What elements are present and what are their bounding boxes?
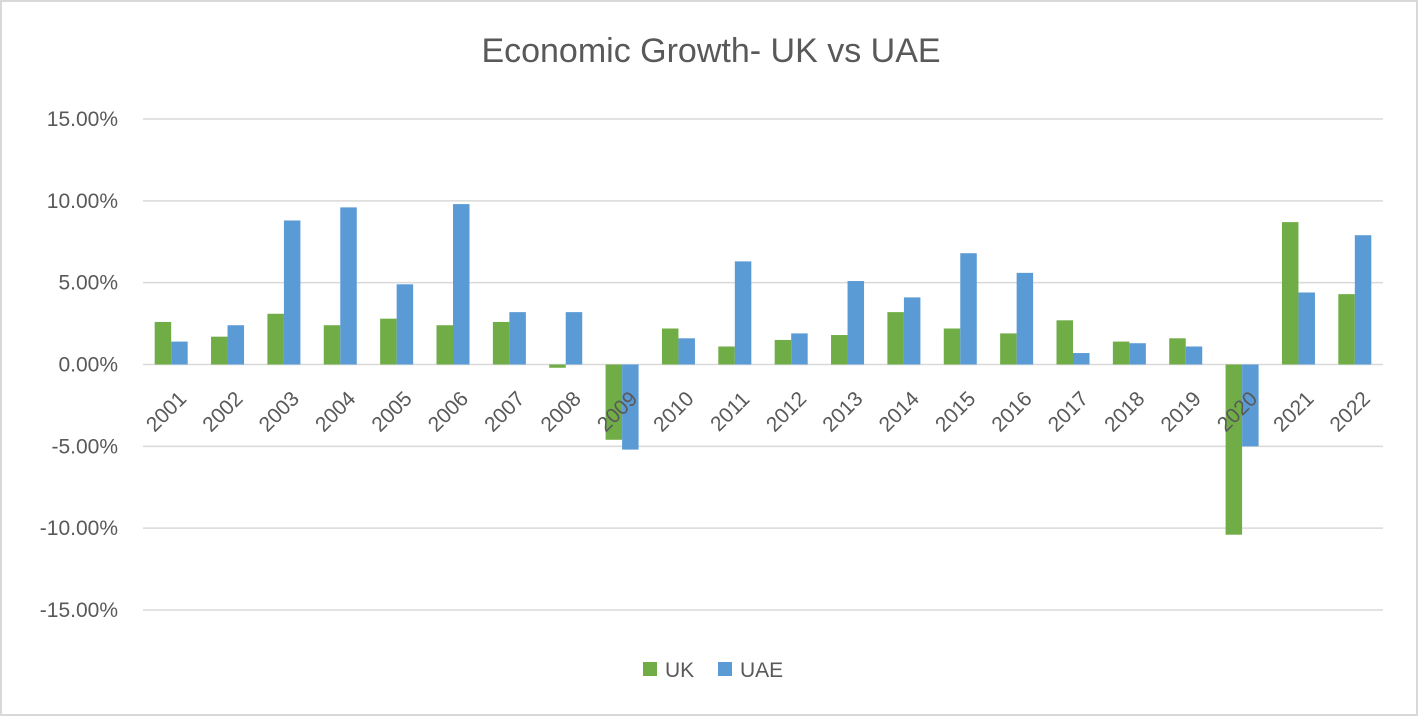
- bar-uae-2005: [396, 284, 414, 365]
- bar-uk-2009: [605, 364, 623, 440]
- bar-uae-2020: [1242, 364, 1259, 447]
- bar-uk-2015: [943, 328, 961, 365]
- legend-swatch-uk: [643, 662, 657, 676]
- bar-uk-2020: [1225, 364, 1243, 535]
- bar-uk-2011: [718, 346, 735, 365]
- y-tick-label: 5.00%: [58, 272, 118, 295]
- bar-uk-2022: [1338, 294, 1355, 365]
- x-tick-label: 2013: [818, 387, 867, 436]
- y-tick-label: -15.00%: [40, 599, 118, 622]
- x-tick-label: 2007: [480, 387, 529, 436]
- legend-label-uae: UAE: [740, 659, 783, 682]
- bar-uae-2015: [960, 253, 977, 365]
- chart-title: Economic Growth- UK vs UAE: [481, 32, 941, 70]
- x-tick-label: 2010: [649, 387, 698, 436]
- bar-uk-2010: [661, 328, 679, 365]
- y-tick-label: 10.00%: [47, 190, 118, 213]
- bar-uae-2007: [509, 312, 526, 365]
- bar-uk-2005: [380, 318, 397, 365]
- y-tick-label: -5.00%: [51, 435, 118, 458]
- bar-uae-2002: [227, 325, 245, 365]
- x-tick-label: 2012: [762, 387, 811, 436]
- bar-uae-2012: [791, 333, 808, 365]
- bar-uk-2014: [887, 312, 904, 365]
- bar-uk-2001: [154, 321, 172, 365]
- bar-uae-2003: [283, 220, 301, 365]
- bar-uk-2016: [1000, 333, 1017, 365]
- x-tick-label: 2008: [536, 387, 585, 436]
- bar-uk-2003: [267, 313, 284, 365]
- bar-uae-2006: [453, 204, 470, 365]
- y-tick-label: -10.00%: [40, 517, 118, 540]
- bar-uae-2008: [565, 312, 583, 365]
- bar-uk-2002: [211, 336, 228, 365]
- x-tick-label: 2003: [255, 387, 304, 436]
- bar-uae-2010: [678, 338, 695, 365]
- x-tick-label: 2022: [1326, 387, 1375, 436]
- x-tick-label: 2019: [1156, 387, 1205, 436]
- bar-uae-2018: [1129, 343, 1146, 365]
- x-tick-label: 2001: [142, 387, 191, 436]
- bar-uae-2009: [622, 364, 639, 450]
- legend-swatch-uae: [718, 662, 732, 676]
- x-tick-label: 2004: [311, 387, 361, 437]
- y-tick-label: 0.00%: [58, 354, 118, 377]
- bar-uk-2007: [492, 321, 510, 365]
- bar-uae-2017: [1073, 353, 1090, 365]
- bar-uae-2016: [1016, 272, 1034, 365]
- y-tick-label: 15.00%: [47, 108, 118, 131]
- bar-uk-2017: [1056, 320, 1073, 365]
- bar-uae-2019: [1185, 346, 1203, 365]
- bar-uk-2018: [1112, 341, 1130, 365]
- x-tick-label: 2014: [875, 387, 925, 437]
- x-tick-label: 2017: [1044, 387, 1093, 436]
- x-tick-label: 2021: [1269, 387, 1318, 436]
- x-tick-label: 2016: [987, 387, 1036, 436]
- bar-uae-2004: [340, 207, 357, 365]
- x-tick-label: 2015: [931, 387, 980, 436]
- x-tick-label: 2018: [1100, 387, 1149, 436]
- bar-uk-2008: [549, 364, 566, 368]
- bar-uae-2021: [1298, 292, 1315, 365]
- bar-uk-2019: [1169, 338, 1186, 365]
- x-tick-label: 2002: [198, 387, 247, 436]
- bar-uk-2012: [774, 339, 792, 365]
- bar-uae-2001: [171, 341, 188, 365]
- bar-uae-2022: [1354, 235, 1372, 365]
- x-tick-label: 2011: [706, 388, 754, 436]
- x-tick-label: 2006: [424, 387, 473, 436]
- legend-label-uk: UK: [665, 659, 694, 682]
- bar-uk-2021: [1281, 222, 1299, 365]
- bar-uae-2013: [847, 281, 865, 365]
- bar-uae-2011: [734, 261, 752, 365]
- bar-uk-2006: [436, 325, 453, 365]
- bar-uae-2014: [903, 297, 921, 365]
- bar-uk-2013: [831, 335, 848, 365]
- x-tick-label: 2005: [367, 387, 416, 436]
- bar-uk-2004: [323, 325, 341, 365]
